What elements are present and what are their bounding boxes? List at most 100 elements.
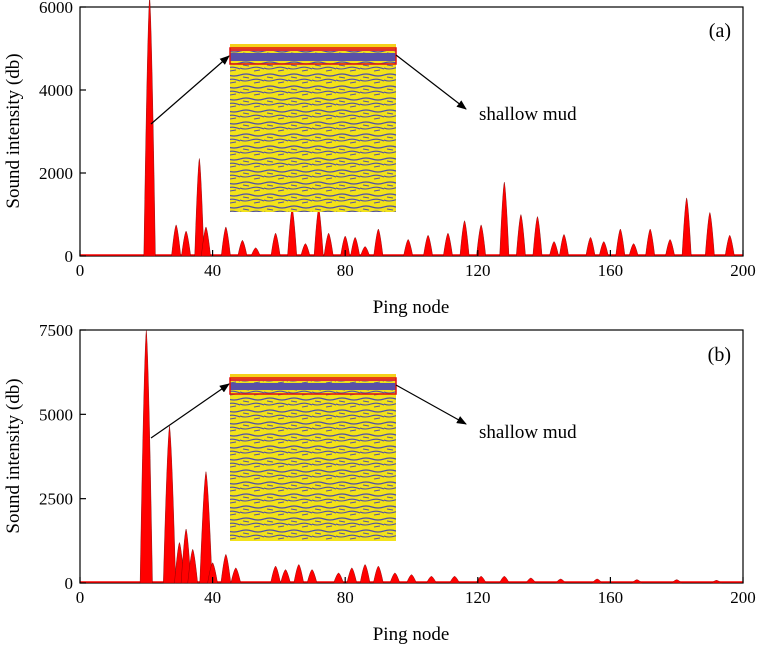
annotation-shallow-mud: shallow mud [479,422,577,443]
peak [163,426,176,584]
arrow-to-label [395,384,467,425]
peak [313,207,324,257]
y-tick-label: 0 [65,247,74,266]
peak [516,214,526,257]
panel-tag: (b) [708,344,731,366]
x-tick-label: 160 [598,261,624,280]
x-tick-label: 0 [76,261,85,280]
peak [300,243,311,257]
peak [555,578,567,584]
inset-sonar-image [229,44,397,212]
y-tick-label: 0 [65,574,74,593]
peak [499,576,510,584]
x-tick-label: 0 [76,588,85,607]
peak [280,569,291,584]
y-axis-title: Sound intensity (db) [3,378,24,533]
peak [323,232,334,257]
x-axis-title: Ping node [373,624,450,645]
peak [449,576,460,584]
peak [426,576,437,584]
peak [591,578,603,584]
inset-sonar-image [229,374,397,541]
x-tick-label: 80 [337,588,354,607]
shallow-mud-highlight [229,377,397,395]
peak [403,239,414,257]
peak [207,562,218,584]
peak [559,234,569,257]
plot-frame [79,6,744,257]
peak [287,207,298,257]
x-tick-label: 160 [598,588,624,607]
peak [270,232,281,257]
peak [628,243,639,257]
peak [199,471,213,584]
peak [671,579,683,584]
peak [250,247,261,257]
peak [476,224,486,257]
peak [373,565,384,584]
y-axis-title: Sound intensity (db) [3,53,24,208]
peak [710,580,723,584]
y-tick-label: 6000 [39,0,73,17]
y-tick-label: 5000 [39,405,73,424]
panel-tag: (a) [709,20,731,42]
peak [293,564,305,584]
x-tick-label: 40 [204,261,221,280]
y-tick-label: 7500 [39,321,73,340]
peak [346,567,358,584]
arrow-to-label [395,54,467,110]
x-tick-label: 120 [465,588,491,607]
peak [704,211,715,257]
peak [549,241,559,257]
arrow-to-inset [150,55,230,125]
panel-b: 0 40 80 120 160 200 0 2500 5000 7500 (b) Ping nod… [3,321,756,645]
y-tick-label: 2000 [39,164,73,183]
peak [665,239,675,257]
peak [598,241,609,257]
peak [171,224,181,257]
peak [350,237,361,257]
peak [443,232,453,257]
peak [237,239,248,257]
peak [230,567,242,584]
peak [532,216,543,257]
peak [459,220,470,257]
peak [423,234,433,257]
y-tick-label: 2500 [39,490,73,509]
peak [406,574,417,584]
peak [681,197,692,257]
y-tick-label: 4000 [39,81,73,100]
shallow-mud-highlight [229,47,397,65]
peak [306,569,318,584]
peak [340,235,351,257]
peak [143,0,156,257]
peak [270,565,281,584]
x-tick-label: 80 [337,261,354,280]
peak [645,228,656,257]
peak [389,572,401,584]
arrow-to-inset [150,383,230,439]
peak [181,230,191,257]
peak [220,553,232,584]
peak [139,329,153,584]
x-tick-label: 200 [730,588,756,607]
x-tick-label: 40 [204,588,221,607]
peak [359,564,371,584]
peak [201,226,211,257]
x-axis-title: Ping node [373,297,450,318]
peak [194,158,205,257]
peak [373,228,384,257]
peak [333,572,344,584]
peak [499,181,510,257]
x-tick-label: 120 [465,261,491,280]
peak [525,577,537,584]
x-tick-label: 200 [730,261,756,280]
peak [360,246,371,257]
peak [631,579,643,584]
peak [585,237,596,257]
peak [187,548,198,584]
peak [220,226,231,257]
annotation-shallow-mud: shallow mud [479,104,577,125]
